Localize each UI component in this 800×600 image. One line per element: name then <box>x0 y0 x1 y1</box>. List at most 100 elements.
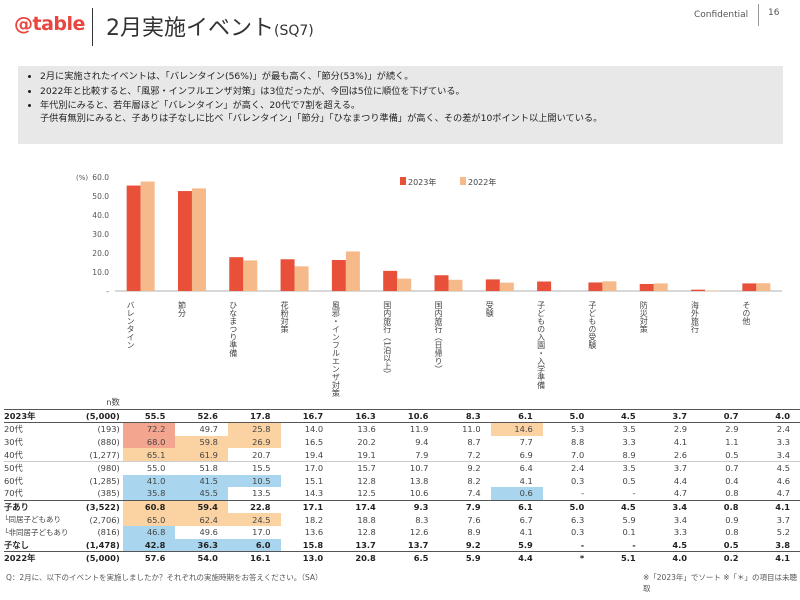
table-cell: 4.1 <box>673 437 688 448</box>
table-cell: 12.8 <box>357 527 376 538</box>
table-cell: 0.7 <box>697 460 749 475</box>
table-cell: 20.7 <box>252 449 271 460</box>
x-category-label: その他 <box>742 301 751 326</box>
x-category-label: 風邪・インフルエンザ対策 <box>331 301 340 398</box>
table-cell: 1.1 <box>725 437 739 448</box>
table-cell: 62.4 <box>175 513 228 526</box>
table-row: 60代 (1,285) 41.0 41.5 10.5 15.1 12.8 13.8 8.2 4.1… <box>4 474 800 488</box>
bar-chart: (%) 60.0 50.0 40.0 30.0 20.0 10.0 - バレンタイン 節分 ひなまつ… <box>76 173 782 398</box>
table-cell: 10.7 <box>385 460 439 475</box>
footnote-question: Q：2月に、以下のイベントを実施しましたか？それぞれの実施時期をお答えください。… <box>6 573 323 582</box>
table-cell: 61.9 <box>175 448 228 462</box>
table-cell: 11.0 <box>462 424 481 435</box>
table-cell: 12.6 <box>409 527 429 538</box>
bar-2022 <box>448 279 463 291</box>
table-cell: 3.4 <box>776 449 790 460</box>
bar-2022 <box>653 283 668 291</box>
table-cell: 4.4 <box>490 551 543 565</box>
table-cell: 2.9 <box>673 424 688 435</box>
legend-label: 2022年 <box>468 177 496 187</box>
x-category-label: 国内旅行（日帰り） <box>434 301 443 373</box>
table-cell: 10.6 <box>409 488 429 499</box>
table-cell: 13.0 <box>280 551 334 565</box>
table-cell: 4.7 <box>776 488 790 499</box>
table-cell: 8.2 <box>467 475 481 486</box>
x-category-label: 花粉対策 <box>280 300 289 334</box>
table-cell: 17.8 <box>227 408 281 424</box>
table-cell: 0.1 <box>622 527 636 538</box>
table-cell: 8.3 <box>415 514 429 525</box>
table-cell: 5.1 <box>594 551 646 565</box>
row-n: (816) <box>97 527 120 538</box>
table-cell: 65.1 <box>122 448 176 462</box>
bar-2022 <box>140 181 155 291</box>
row-label: 60代 <box>4 475 23 486</box>
table-row: 40代 (1,277) 65.1 61.9 20.7 19.4 19.1 7.9 7.2 6.9 7… <box>4 448 800 462</box>
table-cell: 6.0 <box>227 538 281 553</box>
x-category-label: 受験 <box>485 300 494 318</box>
table-cell: 4.6 <box>776 475 790 486</box>
table-cell: 42.8 <box>122 538 176 553</box>
table-cell: 49.6 <box>199 527 218 538</box>
bar-2023 <box>639 283 654 291</box>
table-cell: 26.9 <box>227 435 281 449</box>
row-n: (880) <box>97 437 120 448</box>
table-cell: 3.8 <box>748 538 800 553</box>
table-cell: 15.8 <box>280 538 334 553</box>
table-cell: 14.0 <box>304 424 324 435</box>
legend-label: 2023年 <box>408 177 436 187</box>
table-cell: 19.1 <box>357 449 376 460</box>
table-row: 20代 (193) 72.2 49.7 25.8 14.0 13.6 11.9 11.0 14.6… <box>4 422 800 436</box>
table-cell: 22.8 <box>227 499 281 514</box>
n-header: n数 <box>106 397 120 408</box>
bar-2023 <box>537 281 552 291</box>
table-cell: 7.4 <box>467 488 481 499</box>
table-cell: 72.2 <box>122 422 176 436</box>
bar-2022 <box>499 282 514 291</box>
table-cell: 60.8 <box>122 499 176 514</box>
row-n: (385) <box>97 488 120 499</box>
x-category-label: 子どもの受験 <box>588 301 597 350</box>
table-cell: 24.5 <box>227 513 281 526</box>
table-cell: 9.4 <box>415 437 429 448</box>
table-cell: 45.5 <box>175 487 228 501</box>
row-n: (193) <box>97 424 120 435</box>
row-label: 20代 <box>4 424 23 435</box>
bar-2023 <box>229 257 244 291</box>
y-tick-label: 50.0 <box>92 192 109 201</box>
table-cell: 5.2 <box>776 527 790 538</box>
table-cell: - <box>581 488 585 499</box>
table-row: 子あり (3,522) 60.8 59.4 22.8 17.1 17.4 9.3 7.9 6.1 5… <box>4 499 800 514</box>
table-cell: 4.4 <box>673 475 688 486</box>
table-cell: 10.6 <box>385 408 439 424</box>
table-cell: - <box>632 488 636 499</box>
confidential-label: Confidential <box>694 10 749 20</box>
table-cell: 18.8 <box>357 514 376 525</box>
table-cell: 52.6 <box>175 408 228 424</box>
table-cell: 6.4 <box>490 460 543 475</box>
row-label: 50代 <box>4 460 72 475</box>
page-title-suffix: (SQ7) <box>274 23 314 39</box>
table-cell: 7.2 <box>467 449 481 460</box>
table-cell: 16.5 <box>304 437 324 448</box>
bar-2022 <box>345 251 360 291</box>
table-cell: 59.4 <box>175 499 228 514</box>
table-cell: 3.7 <box>645 460 698 475</box>
table-row: 子なし (1,478) 42.8 36.3 6.0 15.8 13.7 13.7 9.2 5.9-… <box>4 538 800 553</box>
table-cell: 55.0 <box>122 460 176 475</box>
bar-2023 <box>280 259 295 291</box>
summary-box: 2月に実施されたイベントは、「バレンタイン(56%)」が最も高く、「節分(53%… <box>18 66 783 144</box>
table-header-cell <box>4 396 72 409</box>
table-cell: 15.5 <box>227 460 281 475</box>
table-cell: 14.6 <box>490 422 543 436</box>
page-number: 16 <box>768 8 780 18</box>
x-category-label: 子どもの入園・入学準備 <box>537 301 546 390</box>
table-cell: 5.9 <box>622 514 636 525</box>
bar-2023 <box>126 185 141 291</box>
table-cell: 13.7 <box>385 538 439 553</box>
table-cell: 7.9 <box>438 499 491 514</box>
bar-2022 <box>191 188 206 291</box>
table-cell: 7.9 <box>415 449 429 460</box>
legend-swatch <box>400 177 406 185</box>
table-cell: 0.3 <box>571 527 585 538</box>
